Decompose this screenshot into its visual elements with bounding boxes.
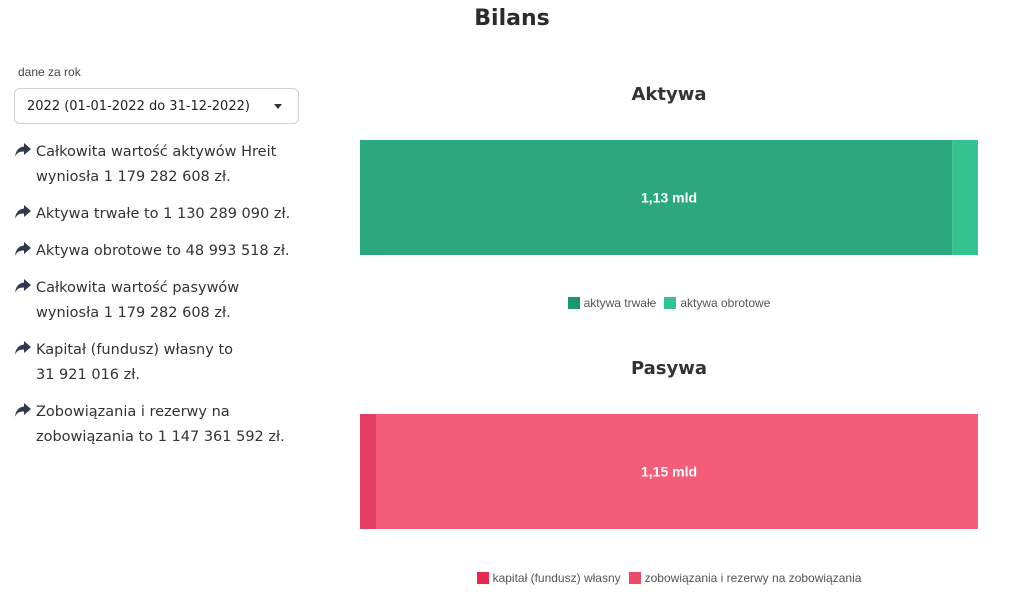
bar-segment-1[interactable] xyxy=(360,140,953,255)
legend-label: aktywa trwałe xyxy=(583,296,657,310)
fact-item: Zobowiązania i rezerwy na zobowiązania t… xyxy=(14,400,314,450)
share-arrow-icon xyxy=(15,242,31,256)
bar-segment-2[interactable] xyxy=(376,414,978,529)
legend-item[interactable]: aktywa obrotowe xyxy=(664,296,770,310)
bar-data-label: 1,15 mld xyxy=(641,464,697,480)
share-arrow-icon xyxy=(15,403,31,417)
legend-item[interactable]: aktywa trwałe xyxy=(567,296,657,310)
fact-text: Kapitał (fundusz) własny to 31 921 016 z… xyxy=(36,342,233,383)
legend-item[interactable]: zobowiązania i rezerwy na zobowiązania xyxy=(628,571,862,585)
fact-item: Kapitał (fundusz) własny to 31 921 016 z… xyxy=(14,338,314,388)
fact-item: Całkowita wartość aktywów Hreit wyniosła… xyxy=(14,140,314,190)
fact-text: Aktywa obrotowe to 48 993 518 zł. xyxy=(36,243,290,259)
share-arrow-icon xyxy=(15,341,31,355)
pasywa-legend: kapitał (fundusz) własny zobowiązania i r… xyxy=(360,571,978,585)
aktywa-stacked-bar-chart: 1,13 mld xyxy=(360,140,978,255)
year-select-label: dane za rok xyxy=(18,65,81,79)
fact-item: Aktywa obrotowe to 48 993 518 zł. xyxy=(14,239,314,264)
page-title: Bilans xyxy=(474,6,550,31)
aktywa-legend: aktywa trwałe aktywa obrotowe xyxy=(360,296,978,310)
year-select-value: 2022 (01-01-2022 do 31-12-2022) xyxy=(27,98,250,114)
facts-list: Całkowita wartość aktywów Hreit wyniosła… xyxy=(14,140,314,462)
fact-item: Całkowita wartość pasywów wyniosła 1 179… xyxy=(14,276,314,326)
legend-swatch xyxy=(628,572,641,584)
legend-swatch xyxy=(476,572,489,584)
fact-text: Aktywa trwałe to 1 130 289 090 zł. xyxy=(36,206,291,222)
legend-label: zobowiązania i rezerwy na zobowiązania xyxy=(644,571,862,585)
share-arrow-icon xyxy=(15,143,31,157)
share-arrow-icon xyxy=(15,279,31,293)
legend-swatch xyxy=(664,297,677,309)
chevron-down-icon xyxy=(274,103,282,109)
fact-text: Zobowiązania i rezerwy na zobowiązania t… xyxy=(36,404,285,445)
legend-label: aktywa obrotowe xyxy=(680,296,771,310)
share-arrow-icon xyxy=(15,205,31,219)
legend-label: kapitał (fundusz) własny xyxy=(492,571,621,585)
bar-segment-2[interactable] xyxy=(952,140,978,255)
year-select-dropdown[interactable]: 2022 (01-01-2022 do 31-12-2022) xyxy=(14,88,299,124)
chart-title-pasywa: Pasywa xyxy=(630,358,708,379)
chart-title-aktywa: Aktywa xyxy=(631,84,707,105)
fact-item: Aktywa trwałe to 1 130 289 090 zł. xyxy=(14,202,314,227)
pasywa-stacked-bar-chart: 1,15 mld xyxy=(360,414,978,529)
fact-text: Całkowita wartość pasywów wyniosła 1 179… xyxy=(36,280,240,321)
bar-data-label: 1,13 mld xyxy=(641,190,697,206)
legend-item[interactable]: kapitał (fundusz) własny xyxy=(476,571,621,585)
legend-swatch xyxy=(567,297,580,309)
fact-text: Całkowita wartość aktywów Hreit wyniosła… xyxy=(36,144,277,185)
bar-segment-1[interactable] xyxy=(360,414,377,529)
